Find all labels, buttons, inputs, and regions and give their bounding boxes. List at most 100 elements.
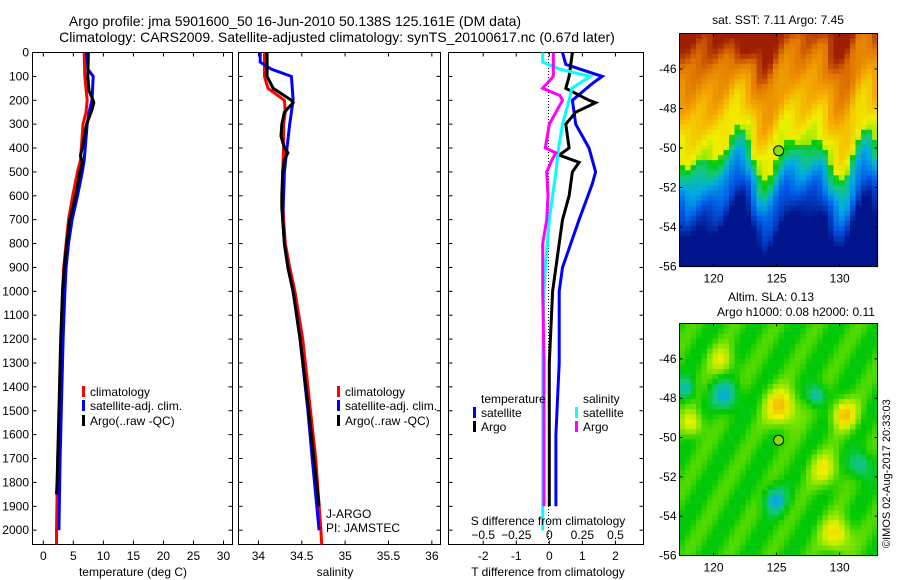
heatmap-cell [800,479,807,486]
heatmap-cell [817,53,824,60]
heatmap-cell [817,225,824,232]
heatmap-cell [833,104,840,111]
heatmap-cell [740,494,747,501]
heatmap-cell [844,434,851,441]
heatmap-cell [855,170,862,176]
heatmap-cell [690,99,697,106]
heatmap-cell [872,368,879,375]
heatmap-cell [767,139,774,146]
heatmap-cell [872,160,879,166]
heatmap-cell [866,129,873,136]
heatmap-cell [806,114,813,121]
heatmap-cell [707,414,714,420]
heatmap-cell [828,545,835,552]
heatmap-cell [872,124,879,131]
heatmap-cell [817,378,824,385]
heatmap-cell [828,236,835,242]
heatmap-cell [855,419,862,425]
heatmap-cell [751,119,758,126]
heatmap-cell [773,38,780,45]
heatmap-cell [696,394,703,400]
heatmap-cell [795,104,802,111]
heatmap-cell [718,540,725,547]
heatmap-cell [833,160,840,166]
heatmap-cell [833,165,840,171]
heatmap-cell [767,53,774,60]
heatmap-cell [751,170,758,176]
heatmap-cell [806,363,813,370]
heatmap-cell [767,155,774,161]
heatmap-cell [740,540,747,547]
heatmap-cell [751,474,758,481]
heatmap-cell [685,429,692,436]
heatmap-cell [729,89,736,95]
heatmap-cell [740,129,747,136]
heatmap-cell [685,256,692,263]
heatmap-cell [773,236,780,242]
heatmap-cell [712,144,719,151]
heatmap-cell [789,215,796,222]
heatmap-cell [696,479,703,486]
heatmap-cell [729,33,736,40]
heatmap-cell [685,363,692,370]
heatmap-cell [690,210,697,217]
heatmap-cell [707,510,714,516]
heatmap-cell [701,109,708,116]
heatmap-cell [762,404,769,410]
heatmap-cell [696,63,703,70]
heatmap-cell [756,530,763,536]
heatmap-cell [866,474,873,481]
heatmap-cell [811,384,818,390]
heatmap-cell [861,175,868,181]
heatmap-cell [795,246,802,252]
heatmap-cell [866,68,873,75]
heatmap-cell [822,353,829,360]
heatmap-cell [762,510,769,516]
depth-tick-label: 2000 [2,523,29,537]
heatmap-cell [762,545,769,552]
heatmap-cell [767,160,774,166]
heatmap-cell [767,469,774,476]
heatmap-cell [861,150,868,156]
heatmap-cell [866,469,873,476]
heatmap-cell [718,474,725,481]
heatmap-cell [729,144,736,151]
heatmap-cell [756,185,763,192]
heatmap-cell [685,246,692,252]
heatmap-cell [767,353,774,360]
heatmap-cell [866,389,873,395]
heatmap-cell [712,79,719,85]
heatmap-cell [839,53,846,60]
heatmap-cell [872,545,879,552]
heatmap-cell [795,449,802,456]
heatmap-cell [806,241,813,247]
heatmap-cell [767,328,774,335]
heatmap-cell [844,210,851,217]
heatmap-cell [872,94,879,100]
heatmap-cell [789,205,796,212]
heatmap-cell [707,38,714,45]
heatmap-cell [828,190,835,197]
heatmap-cell [690,414,697,420]
heatmap-cell [861,368,868,375]
heatmap-cell [734,404,741,410]
heatmap-cell [745,545,752,552]
heatmap-cell [729,494,736,501]
heatmap-cell [861,38,868,45]
heatmap-cell [679,454,686,461]
legend-label: climatology [345,385,405,399]
heatmap-cell [701,139,708,146]
heatmap-cell [701,489,708,496]
heatmap-cell [718,256,725,263]
heatmap-cell [800,459,807,466]
heatmap-cell [833,139,840,146]
heatmap-cell [734,170,741,176]
heatmap-cell [767,525,774,531]
heatmap-cell [701,439,708,446]
heatmap-cell [696,525,703,531]
heatmap-cell [784,236,791,242]
heatmap-cell [866,409,873,415]
heatmap-cell [866,520,873,526]
heatmap-cell [795,454,802,461]
heatmap-cell [806,368,813,375]
